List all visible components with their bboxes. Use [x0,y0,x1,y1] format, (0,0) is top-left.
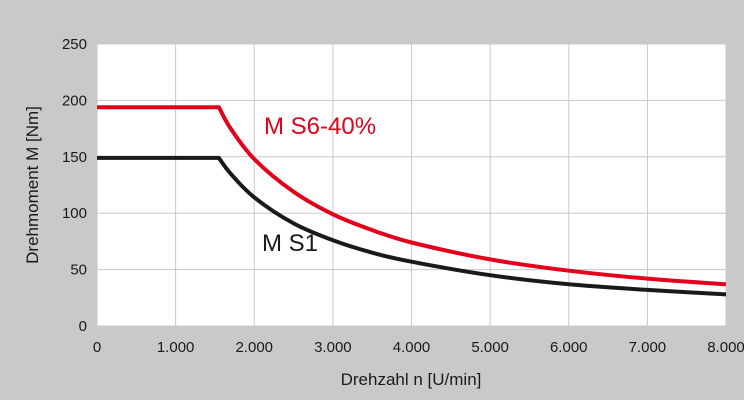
y-tick-label: 100 [62,205,87,222]
x-tick-label: 7.000 [629,339,667,356]
series-label-s1: M S1 [262,230,318,257]
x-tick-label: 5.000 [471,339,509,356]
x-tick-label: 8.000 [707,339,744,356]
y-tick-label: 150 [62,149,87,166]
y-axis-title: Drehmoment M [Nm] [23,106,42,264]
y-tick-label: 50 [70,262,87,279]
series-lines [97,105,727,297]
x-tick-label: 0 [93,339,101,356]
series-line-s1 [97,155,727,297]
y-tick-label: 250 [62,36,87,53]
y-tick-labels: 0 50 100 150 200 250 [62,36,87,335]
grid [96,43,727,327]
series-line-s6 [97,105,727,287]
x-tick-label: 4.000 [393,339,431,356]
x-tick-label: 3.000 [314,339,352,356]
x-tick-label: 2.000 [235,339,273,356]
series-label-s6: M S6-40% [264,113,376,140]
y-tick-label: 200 [62,92,87,109]
x-axis-title: Drehzahl n [U/min] [341,370,482,389]
x-tick-label: 1.000 [157,339,195,356]
x-tick-labels: 0 1.000 2.000 3.000 4.000 5.000 6.000 7.000 8.00… [93,339,744,356]
x-tick-label: 6.000 [550,339,588,356]
y-tick-label: 0 [79,318,87,335]
